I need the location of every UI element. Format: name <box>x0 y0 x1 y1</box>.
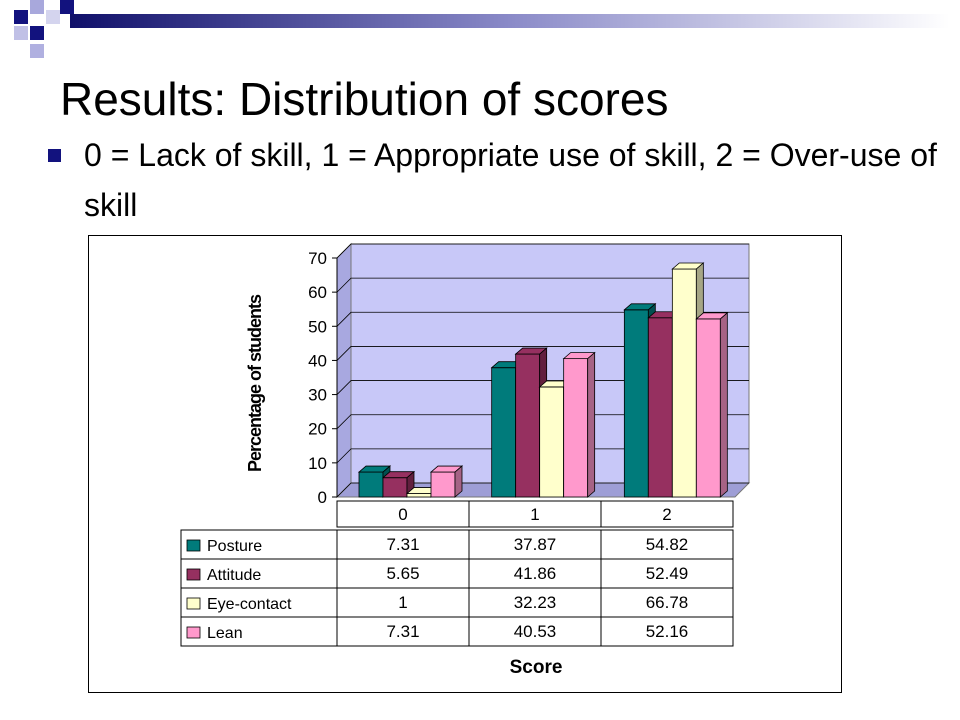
gridline <box>336 277 749 293</box>
gridline <box>336 482 749 498</box>
table-cell <box>468 558 602 589</box>
gridline <box>336 414 749 429</box>
category-label: 1 <box>530 505 539 524</box>
legend-entry: Eye-contact <box>207 596 292 613</box>
data-label: 7.31 <box>386 622 419 641</box>
decor-square-1 <box>14 10 28 24</box>
gridline <box>336 346 749 361</box>
bar-front <box>382 477 408 498</box>
data-label: 52.49 <box>646 564 689 583</box>
table-cell <box>468 616 602 647</box>
bar <box>562 351 596 498</box>
decor-square-4 <box>30 26 44 40</box>
bar-chart: 0 10 20 30 40 50 60 70 Percentage of students 0 1 2… <box>180 242 751 678</box>
legend-entry: Lean <box>207 625 243 642</box>
bar-front <box>671 268 697 498</box>
gridline <box>336 448 749 464</box>
y-tick-label: 30 <box>308 386 327 405</box>
bar-front <box>563 358 589 498</box>
legend-entry: Attitude <box>207 567 261 584</box>
bar-front <box>358 471 384 498</box>
y-tick-label: 50 <box>308 317 327 336</box>
legend-entry: Posture <box>207 538 262 555</box>
bar-side <box>454 465 463 498</box>
bar <box>429 465 464 498</box>
table-cell <box>600 616 734 647</box>
legend-swatch <box>186 539 201 552</box>
table-cell <box>600 529 734 560</box>
decor-square-5 <box>14 26 28 40</box>
bullet-text: 0 = Lack of skill, 1 = Appropriate use o… <box>84 137 937 223</box>
table-header-cell <box>468 500 602 528</box>
decor-square-7 <box>60 0 74 14</box>
data-label: 40.53 <box>514 622 557 641</box>
data-label: 41.86 <box>514 564 557 583</box>
table-cell <box>600 558 734 589</box>
legend-swatch <box>186 626 201 639</box>
category-label: 0 <box>398 505 407 524</box>
x-axis-label: Score <box>510 657 563 678</box>
table-cell <box>336 616 470 647</box>
bar-front <box>491 367 517 498</box>
legend-swatch <box>186 597 201 610</box>
data-label: 37.87 <box>514 535 557 554</box>
table-header-cell <box>600 500 734 528</box>
y-tick-label: 40 <box>308 351 327 370</box>
table-cell <box>336 587 470 618</box>
data-label: 7.31 <box>386 535 419 554</box>
data-label: 1 <box>398 593 407 612</box>
y-tick-label: 20 <box>308 420 327 439</box>
chart-frame: 0 10 20 30 40 50 60 70 Percentage of students 0 1 2… <box>88 235 842 693</box>
bullet-square-icon <box>48 149 61 162</box>
bar-front <box>515 353 541 498</box>
decor-square-2 <box>30 0 44 14</box>
bar-front <box>430 471 456 498</box>
page-title: Results: Distribution of scores <box>60 73 669 125</box>
plot-side-wall <box>336 242 352 499</box>
gridline <box>336 311 749 327</box>
table-cell <box>336 529 470 560</box>
data-label: 32.23 <box>514 593 557 612</box>
legend-cell <box>180 616 338 647</box>
bar-front <box>406 493 432 498</box>
bar <box>695 312 729 498</box>
y-axis-label: Percentage of students <box>245 294 265 472</box>
bar-front <box>695 318 721 498</box>
title-gradient-line <box>70 14 950 28</box>
gridline <box>336 243 749 259</box>
decor-square-6 <box>30 44 44 58</box>
bar-side <box>587 351 596 498</box>
bar <box>381 470 416 498</box>
data-label: 54.82 <box>646 535 689 554</box>
data-label: 5.65 <box>386 564 419 583</box>
y-tick-label: 60 <box>308 283 327 302</box>
data-label: 52.16 <box>646 622 689 641</box>
bar-front <box>647 317 673 498</box>
category-label: 2 <box>662 505 671 524</box>
bar-front <box>623 309 649 498</box>
y-tick-label: 0 <box>318 488 327 507</box>
y-tick-label: 70 <box>308 249 327 268</box>
bar-side <box>719 312 728 498</box>
legend-swatch <box>186 568 201 581</box>
data-label: 66.78 <box>646 593 689 612</box>
gridline <box>336 380 749 395</box>
y-tick-label: 10 <box>308 454 327 473</box>
table-cell <box>468 587 602 618</box>
bar-front <box>539 386 565 498</box>
decor-square-3 <box>46 10 60 24</box>
table-header-cell <box>336 500 470 528</box>
